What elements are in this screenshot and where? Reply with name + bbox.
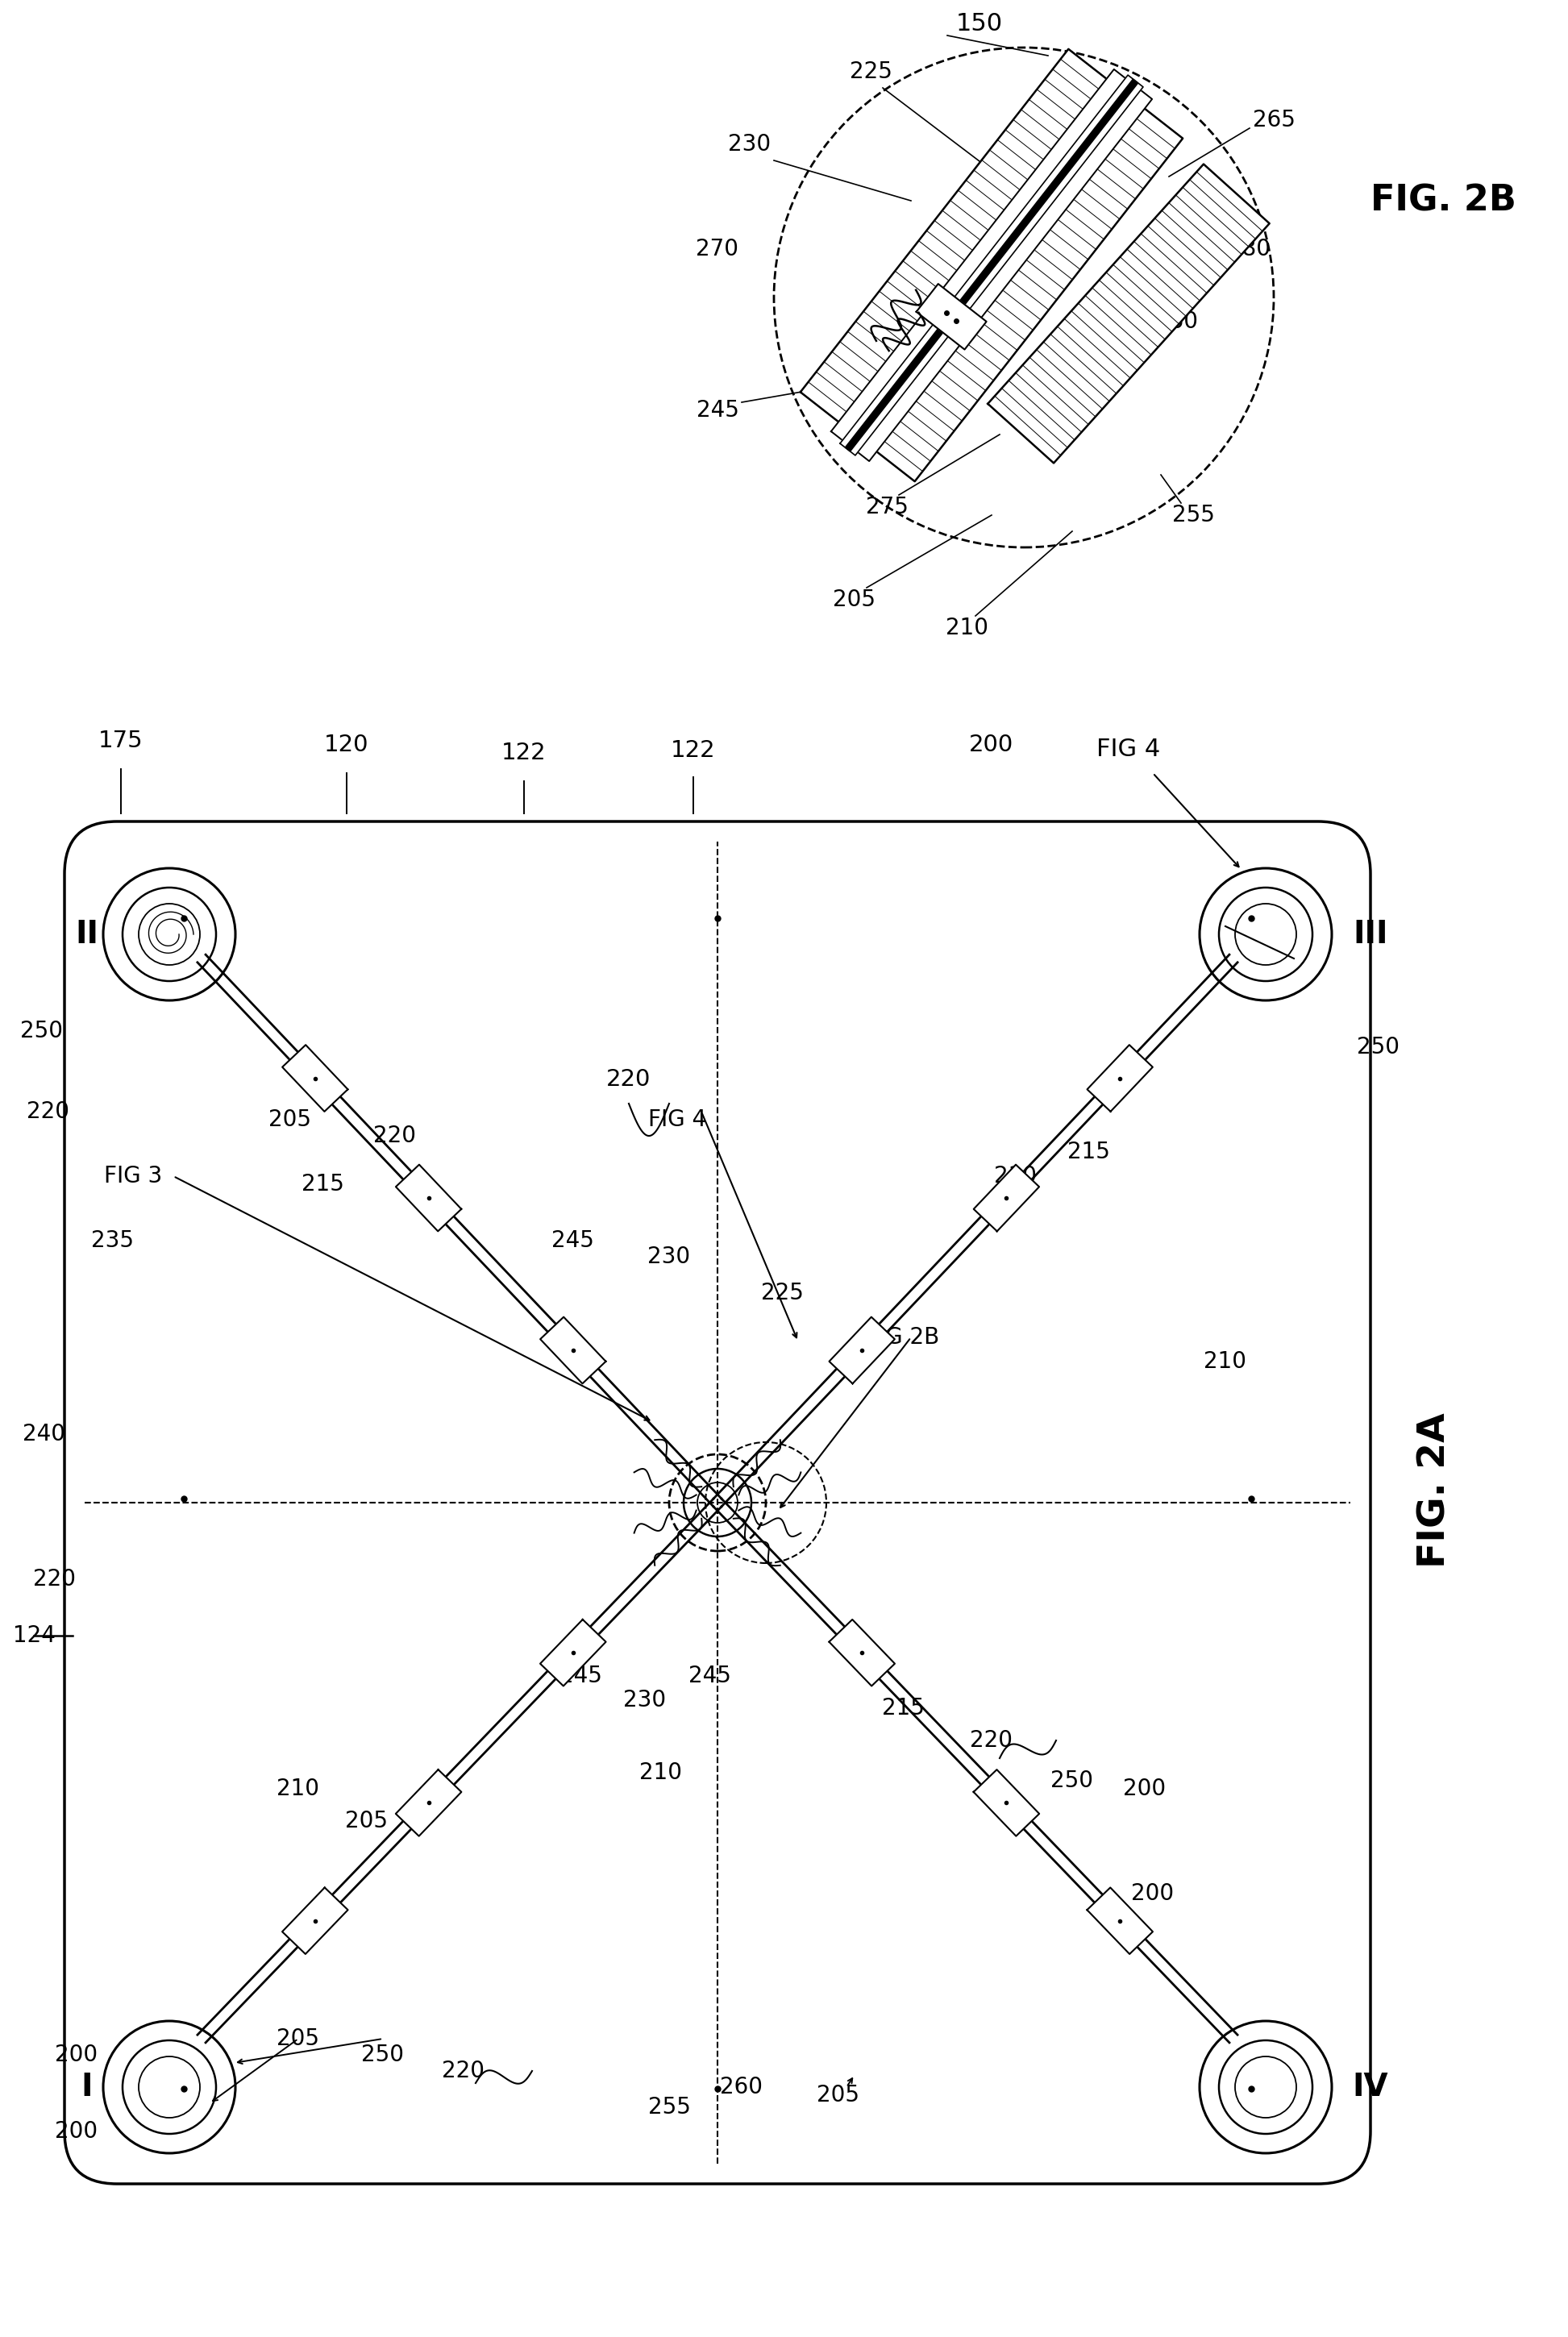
Polygon shape: [395, 1769, 461, 1837]
Text: 210: 210: [640, 1762, 682, 1783]
Text: 122: 122: [671, 738, 715, 762]
Text: 205: 205: [817, 2085, 859, 2106]
Text: 245: 245: [550, 1229, 594, 1253]
Text: 230: 230: [648, 1246, 690, 1269]
Polygon shape: [541, 1318, 605, 1384]
Polygon shape: [840, 75, 1143, 456]
Text: 245: 245: [688, 1664, 731, 1687]
Text: 210: 210: [278, 1778, 320, 1799]
Text: 245: 245: [696, 400, 739, 421]
Text: 122: 122: [502, 741, 546, 764]
Polygon shape: [988, 164, 1270, 463]
Polygon shape: [1087, 1888, 1152, 1954]
Text: 210: 210: [1204, 1351, 1247, 1372]
Polygon shape: [800, 49, 1182, 481]
Text: 270: 270: [696, 238, 739, 259]
Text: 260: 260: [1156, 311, 1198, 332]
Text: 220: 220: [373, 1124, 417, 1147]
Text: 230: 230: [624, 1690, 666, 1711]
Text: 124: 124: [13, 1624, 55, 1648]
Text: 280: 280: [1228, 238, 1272, 259]
Text: 255: 255: [648, 2096, 690, 2120]
Text: 220: 220: [27, 1101, 69, 1124]
Text: 205: 205: [278, 2029, 320, 2050]
Text: 240: 240: [24, 1423, 66, 1444]
Text: 215: 215: [1066, 1140, 1110, 1164]
Polygon shape: [282, 1888, 348, 1954]
Text: 220: 220: [33, 1568, 77, 1591]
Polygon shape: [829, 1318, 895, 1384]
Text: 220: 220: [971, 1729, 1013, 1753]
Polygon shape: [1087, 1045, 1152, 1112]
Text: 200: 200: [969, 734, 1014, 757]
Polygon shape: [539, 1620, 605, 1685]
Text: II: II: [75, 918, 99, 949]
Text: 220: 220: [607, 1068, 651, 1091]
Text: FIG 4: FIG 4: [648, 1108, 706, 1131]
Text: 205: 205: [268, 1108, 312, 1131]
Polygon shape: [831, 70, 1152, 460]
Text: 250: 250: [1051, 1769, 1093, 1792]
Text: 215: 215: [881, 1697, 924, 1720]
Text: III: III: [1353, 918, 1388, 949]
Text: 230: 230: [728, 133, 771, 157]
Text: 175: 175: [99, 729, 143, 753]
Text: 275: 275: [866, 495, 908, 519]
Text: 200: 200: [1123, 1778, 1167, 1799]
Text: I: I: [82, 2073, 93, 2103]
Text: 250: 250: [362, 2043, 405, 2066]
Text: FIG 3: FIG 3: [103, 1164, 162, 1187]
Polygon shape: [829, 1620, 895, 1685]
Text: FIG 2B: FIG 2B: [866, 1325, 939, 1348]
Text: 200: 200: [55, 2043, 97, 2066]
Text: 250: 250: [20, 1019, 63, 1042]
Text: 200: 200: [1132, 1881, 1174, 1905]
Text: 265: 265: [1253, 110, 1295, 131]
Text: 250: 250: [1358, 1035, 1400, 1059]
Polygon shape: [916, 283, 986, 351]
Text: 215: 215: [301, 1173, 343, 1197]
Text: 255: 255: [1171, 505, 1215, 526]
Polygon shape: [974, 1769, 1040, 1837]
Text: 205: 205: [345, 1809, 389, 1832]
Text: 220: 220: [442, 2059, 485, 2082]
Text: 225: 225: [760, 1281, 803, 1304]
Text: 210: 210: [994, 1164, 1036, 1187]
Text: FIG. 2B: FIG. 2B: [1370, 182, 1516, 217]
Text: 205: 205: [833, 589, 877, 610]
Text: 120: 120: [325, 734, 368, 757]
Polygon shape: [395, 1164, 461, 1232]
Text: 150: 150: [956, 12, 1004, 35]
Polygon shape: [845, 79, 1138, 451]
Text: FIG. 2A: FIG. 2A: [1417, 1414, 1454, 1568]
Text: 225: 225: [850, 61, 892, 84]
Text: 260: 260: [720, 2075, 764, 2099]
Text: 245: 245: [560, 1664, 602, 1687]
Text: 200: 200: [55, 2120, 97, 2143]
Polygon shape: [282, 1045, 348, 1112]
Text: 235: 235: [91, 1229, 135, 1253]
Text: FIG 4: FIG 4: [1096, 736, 1160, 760]
Text: 210: 210: [946, 617, 989, 640]
Polygon shape: [974, 1164, 1040, 1232]
Text: IV: IV: [1353, 2073, 1389, 2103]
